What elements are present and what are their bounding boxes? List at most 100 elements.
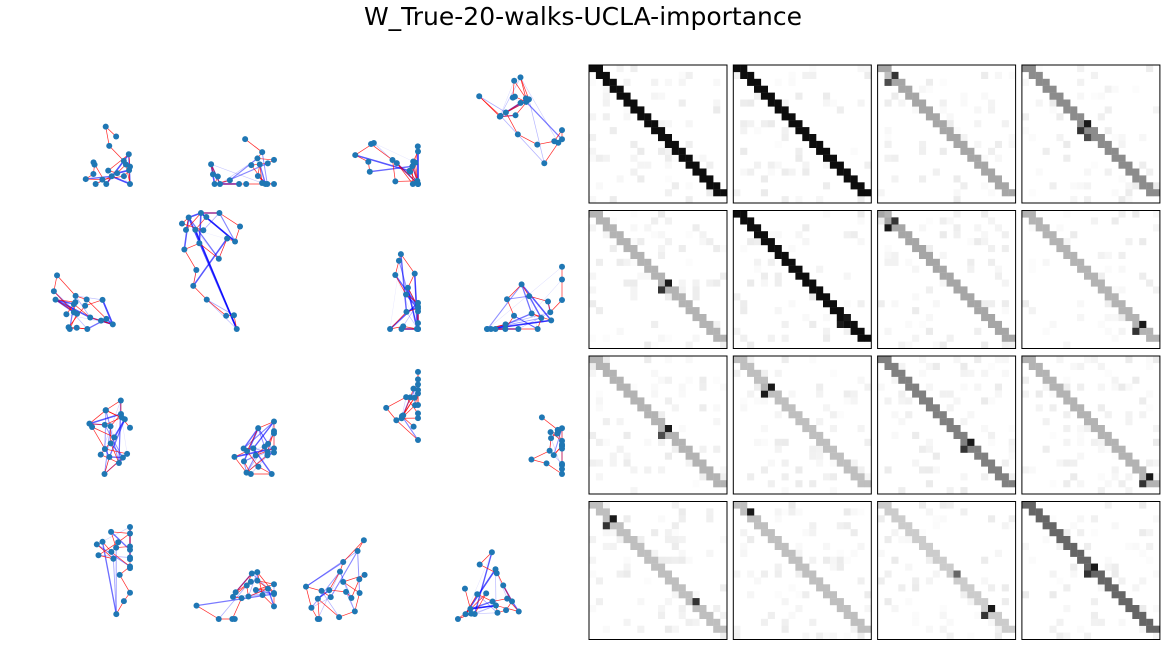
matrix-cell: [988, 99, 996, 107]
matrix-cell: [809, 556, 817, 564]
matrix-cell: [664, 175, 672, 183]
matrix-cell: [706, 618, 714, 626]
matrix-cell: [823, 99, 831, 107]
weight-edge: [243, 427, 259, 449]
matrix-cell: [967, 300, 975, 308]
matrix-cell: [713, 445, 721, 453]
matrix-cell: [925, 466, 933, 474]
matrix-cell: [1125, 307, 1133, 315]
matrix-cell: [1008, 480, 1016, 488]
matrix-cell: [884, 598, 892, 606]
matrix-cell: [891, 78, 899, 86]
walk-edge: [256, 572, 263, 596]
matrix-cell: [1153, 334, 1161, 342]
matrix-cell: [644, 577, 652, 585]
matrix-cell: [864, 383, 872, 391]
matrix-cell: [946, 279, 954, 287]
matrix-cell: [809, 618, 817, 626]
graph-node: [356, 576, 363, 583]
matrix-cell: [864, 605, 872, 613]
matrix-cell: [905, 85, 913, 93]
graph-node: [230, 593, 237, 600]
matrix-cell: [1042, 418, 1050, 426]
matrix-panel-5: [588, 210, 728, 349]
matrix-cell: [685, 445, 693, 453]
graph-node: [389, 156, 396, 163]
matrix-cell: [898, 536, 906, 544]
matrix-cell: [1056, 542, 1064, 550]
matrix-cell: [823, 632, 831, 640]
matrix-cell: [960, 508, 968, 516]
matrix-cell: [664, 140, 672, 148]
matrix-cell: [781, 134, 789, 142]
graph-node: [559, 441, 565, 448]
matrix-cell: [658, 120, 666, 128]
matrix-cell: [692, 307, 700, 315]
matrix-cell: [988, 459, 996, 467]
matrix-cell: [589, 556, 597, 564]
matrix-cell: [843, 397, 851, 405]
graph-panel-5: [50, 272, 116, 332]
weight-edge: [518, 312, 551, 330]
graph-node: [247, 471, 254, 477]
matrix-cell: [644, 113, 652, 121]
graph-panel-11: [383, 368, 421, 444]
matrix-cell: [781, 251, 789, 259]
matrix-cell: [623, 459, 631, 467]
weight-edge: [499, 80, 515, 117]
matrix-cell: [802, 134, 810, 142]
matrix-cell: [589, 356, 597, 364]
graph-node: [271, 445, 277, 452]
matrix-cell: [795, 231, 803, 239]
matrix-cell: [946, 217, 954, 225]
graph-node: [181, 246, 188, 253]
matrix-cell-highlight: [1132, 327, 1140, 335]
matrix-cell: [706, 466, 714, 474]
matrix-cell: [939, 78, 947, 86]
matrix-cell: [1001, 182, 1009, 190]
matrix-cell: [1070, 231, 1078, 239]
matrix-cell: [740, 404, 748, 412]
matrix-cell: [602, 71, 610, 79]
weight-edge: [101, 541, 117, 615]
graph-node: [492, 326, 499, 332]
matrix-cell: [912, 334, 920, 342]
matrix-cell: [974, 445, 982, 453]
matrix-cell: [802, 418, 810, 426]
matrix-cell: [795, 418, 803, 426]
walk-edge: [206, 299, 227, 317]
matrix-cell: [981, 598, 989, 606]
matrix-cell: [925, 78, 933, 86]
matrix-cell: [795, 605, 803, 613]
matrix-cell: [960, 293, 968, 301]
matrix-cell: [1097, 431, 1105, 439]
matrix-cell: [802, 570, 810, 578]
matrix-cell: [1104, 438, 1112, 446]
matrix-cell: [1097, 251, 1105, 259]
matrix-cell: [747, 390, 755, 398]
matrix-cell: [644, 272, 652, 280]
matrix-cell: [932, 549, 940, 557]
matrix-cell: [1056, 113, 1064, 121]
matrix-cell: [925, 556, 933, 564]
matrix-cell: [760, 397, 768, 405]
matrix-cell: [692, 480, 700, 488]
matrix-cell: [816, 632, 824, 640]
matrix-cell: [1070, 182, 1078, 190]
matrix-cell: [774, 536, 782, 544]
matrix-cell: [747, 570, 755, 578]
matrix-cell: [939, 501, 947, 509]
matrix-cell: [912, 618, 920, 626]
graph-node: [474, 591, 481, 598]
matrix-cell: [1118, 210, 1126, 218]
walk-edge: [184, 249, 197, 271]
graph-node: [82, 302, 89, 309]
matrix-cell: [925, 438, 933, 446]
matrix-cell: [1118, 265, 1126, 273]
matrix-cell: [1084, 411, 1092, 419]
matrix-cell: [877, 501, 885, 509]
matrix-cell: [1104, 300, 1112, 308]
matrix-cell: [816, 459, 824, 467]
matrix-cell: [623, 563, 631, 571]
matrix-cell: [609, 452, 617, 460]
